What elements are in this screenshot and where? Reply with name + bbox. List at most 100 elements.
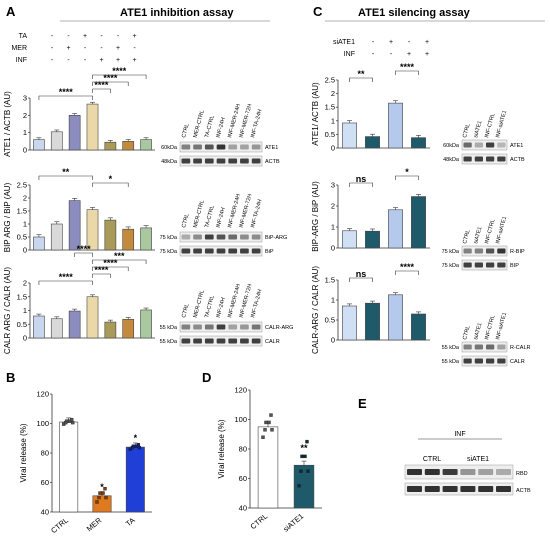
data-point — [263, 428, 267, 432]
y-tick-label: 100 — [36, 419, 49, 428]
y-tick-label: 2 — [23, 194, 27, 203]
panel-a-1-blot-band — [216, 144, 226, 150]
y-tick-label: 0.5 — [17, 320, 27, 329]
panel-c-2-band-label: R-BIP — [510, 249, 525, 255]
y-tick-label: 100 — [234, 415, 247, 424]
y-axis-label: ATE1 / ACTB (AU) — [3, 91, 12, 157]
bar — [122, 141, 135, 151]
bar — [86, 103, 99, 151]
panel-a-3-blot-band — [251, 338, 261, 344]
significance-bracket — [395, 270, 419, 275]
y-axis-label: BIP-ARG / BiP (AU) — [311, 181, 320, 252]
panel-c-2-lane-label: siATE1 — [473, 226, 483, 244]
panel-a-treatment-mark: - — [117, 33, 120, 40]
panel-a-2-blot-band — [216, 248, 226, 254]
significance-label: **** — [77, 244, 92, 254]
data-point — [70, 420, 75, 425]
panel-a-1-blot-band — [193, 158, 202, 164]
data-point — [306, 469, 310, 473]
bar — [342, 305, 357, 341]
data-point — [95, 500, 99, 504]
panel-a-treatment-mark: - — [133, 45, 136, 52]
panel-c-3-lane-label: siATE1 — [473, 322, 483, 340]
y-tick-label: 2 — [331, 89, 335, 98]
panel-a-3-blot-band — [204, 324, 214, 330]
panel-a-2-blot-band — [228, 234, 238, 240]
y-tick-label: 60 — [239, 474, 247, 483]
panel-a-1-mw-marker: 60kDa — [161, 145, 178, 151]
significance-bracket — [38, 175, 93, 180]
y-tick-label: 80 — [239, 445, 247, 454]
panel-e-band — [496, 486, 511, 492]
panel-a-3-blot-band — [228, 324, 238, 330]
panel-c-title: ATE1 silencing assay — [358, 7, 471, 19]
panel-c-2-blot-band — [463, 248, 472, 254]
panel-a-2-blot-band — [228, 248, 238, 254]
y-tick-label: 3 — [331, 181, 335, 190]
data-point — [97, 495, 101, 500]
panel-a-1-blot-band — [251, 158, 261, 164]
data-point — [267, 420, 271, 425]
panel-a-1-blot-band — [228, 144, 238, 150]
panel-c-2-mw-marker: 75 kDa — [442, 263, 460, 269]
panel-a-2-band-label: BiP — [265, 249, 274, 255]
panel-a-1-blot-band — [216, 158, 226, 164]
data-point — [269, 413, 273, 417]
panel-c-3-lane-label: INF-CTRL — [484, 315, 496, 341]
panel-a-2-blot-band — [204, 248, 214, 254]
panel-a-1-blot-band — [251, 144, 261, 150]
y-tick-label: 2 — [331, 202, 335, 211]
panel-a-treatment-mark: + — [116, 45, 120, 52]
panel-a-2-mw-marker: 75 kDa — [160, 249, 178, 255]
panel-a-1-blot-band — [181, 144, 191, 150]
significance-label: **** — [400, 262, 415, 272]
panel-c-2-blot-band — [486, 248, 495, 254]
bar — [33, 236, 45, 251]
panel-a-2-blot-band — [181, 234, 191, 240]
panel-e-band — [442, 486, 458, 492]
panel-c-1-lane-label: INF-CTRL — [484, 113, 496, 139]
panel-a-2-lane-label: INF-TA-24H — [250, 199, 263, 229]
data-point — [297, 484, 301, 488]
bar — [342, 122, 357, 149]
y-tick-label: 0.5 — [17, 233, 27, 242]
significance-label: **** — [112, 66, 127, 76]
panel-c-3-mw-marker: 55 kDa — [442, 345, 460, 351]
panel-a-treatment-mark: - — [84, 57, 87, 64]
panel-a-1-lane-label: TA-CTRL — [204, 115, 216, 139]
panel-a-treatment-mark: - — [67, 33, 70, 40]
panel-a-2-mw-marker: 75 kDa — [160, 235, 178, 241]
panel-a-3-mw-marker: 55 kDa — [160, 325, 178, 331]
panel-a-1-lane-label: MER-CTRL — [193, 110, 206, 139]
panel-a-treatment-mark: + — [116, 57, 120, 64]
panel-a-treatment-mark: + — [66, 45, 70, 52]
y-tick-label: 0 — [331, 244, 335, 253]
panel-c-1-blot-band — [463, 156, 472, 162]
panel-a-2-blot-band — [240, 234, 249, 240]
bar — [342, 230, 357, 249]
x-tick-label: CTRL — [49, 516, 70, 535]
bar — [59, 421, 79, 513]
y-tick-label: 1.5 — [325, 103, 335, 112]
bar — [140, 139, 152, 151]
panel-a-3-blot-band — [204, 338, 214, 344]
bar — [104, 219, 117, 251]
y-tick-label: 2 — [23, 279, 27, 288]
data-point — [101, 491, 105, 495]
panel-a-1-band-label: ATE1 — [265, 145, 278, 151]
panel-c-treatment-mark: - — [408, 39, 411, 46]
significance-bracket — [92, 273, 111, 278]
panel-a-treatment-mark: - — [67, 57, 70, 64]
panel-c-treatment-mark: - — [390, 51, 393, 58]
panel-a-2-blot-band — [240, 248, 249, 254]
bar — [365, 230, 380, 249]
significance-label: * — [109, 174, 113, 184]
panel-c-1-blot-membrane — [461, 153, 508, 165]
panel-a-3-blot-band — [193, 338, 202, 344]
x-tick-label: MER — [85, 515, 104, 533]
bar — [104, 321, 117, 339]
panel-c-3-blot-membrane — [461, 355, 508, 367]
significance-bracket — [92, 266, 129, 271]
x-tick-label: CTRL — [248, 512, 269, 531]
